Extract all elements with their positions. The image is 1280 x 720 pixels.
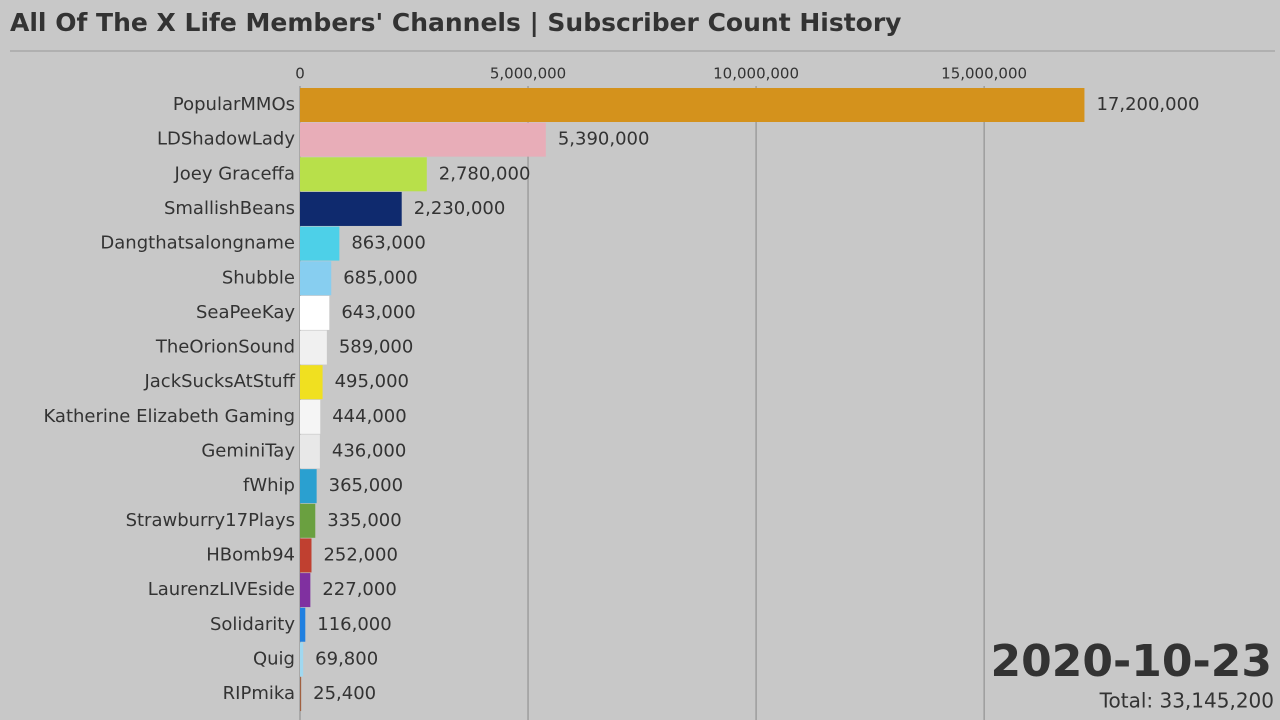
bar [300,677,302,712]
bar [300,226,340,261]
bar [300,157,427,192]
y-tick-label: PopularMMOs [173,94,295,115]
value-label: 436,000 [332,441,406,462]
bar [300,434,320,469]
bar [300,503,316,538]
value-label: 252,000 [323,544,397,565]
value-label: 444,000 [332,406,406,427]
bar [300,607,306,642]
value-label: 365,000 [329,475,403,496]
y-tick-label: Strawburry17Plays [126,510,295,531]
bar [300,295,330,330]
y-tick-label: RIPmika [223,683,295,704]
y-tick-label: Joey Graceffa [173,163,295,184]
bars: PopularMMOs 17,200,000 LDShadowLady 5,390,0… [43,88,1200,712]
y-tick-label: HBomb94 [206,544,295,565]
value-label: 116,000 [317,614,391,635]
x-tick-label: 15,000,000 [941,65,1027,83]
date-label: 2020-10-23 [991,636,1272,687]
value-label: 25,400 [313,683,376,704]
value-label: 685,000 [343,267,417,288]
bar [300,469,317,504]
y-tick-label: Shubble [222,267,295,288]
bar [300,330,327,365]
value-label: 335,000 [327,510,401,531]
value-label: 2,230,000 [414,198,506,219]
value-label: 863,000 [351,233,425,254]
bar [300,365,323,400]
bar [300,88,1085,122]
value-label: 69,800 [315,648,378,669]
y-tick-label: Quig [253,648,295,669]
value-label: 227,000 [322,579,396,600]
y-tick-label: fWhip [243,475,295,496]
x-tick-label: 0 [295,65,305,83]
x-tick-label: 10,000,000 [713,65,799,83]
value-label: 495,000 [335,371,409,392]
value-label: 589,000 [339,337,413,358]
y-tick-label: Solidarity [210,614,295,635]
x-tick-label: 5,000,000 [490,65,566,83]
total-label: Total: 33,145,200 [1099,689,1274,713]
bar [300,642,304,677]
bar [300,191,402,226]
y-tick-label: LaurenzLIVEside [148,579,295,600]
bar [300,122,546,157]
value-label: 17,200,000 [1096,94,1199,115]
y-tick-label: GeminiTay [201,441,295,462]
chart-title: All Of The X Life Members' Channels | Su… [10,8,901,37]
y-tick-label: TheOrionSound [155,337,295,358]
bar [300,573,311,608]
value-label: 643,000 [341,302,415,323]
y-tick-label: SmallishBeans [164,198,295,219]
y-tick-label: LDShadowLady [157,129,295,150]
value-label: 2,780,000 [439,163,531,184]
y-tick-label: Katherine Elizabeth Gaming [43,406,295,427]
y-tick-label: SeaPeeKay [196,302,295,323]
bar [300,538,312,573]
y-tick-label: JackSucksAtStuff [143,371,295,392]
y-tick-label: Dangthatsalongname [100,233,295,254]
bar [300,261,332,296]
bar [300,399,321,434]
value-label: 5,390,000 [558,129,650,150]
